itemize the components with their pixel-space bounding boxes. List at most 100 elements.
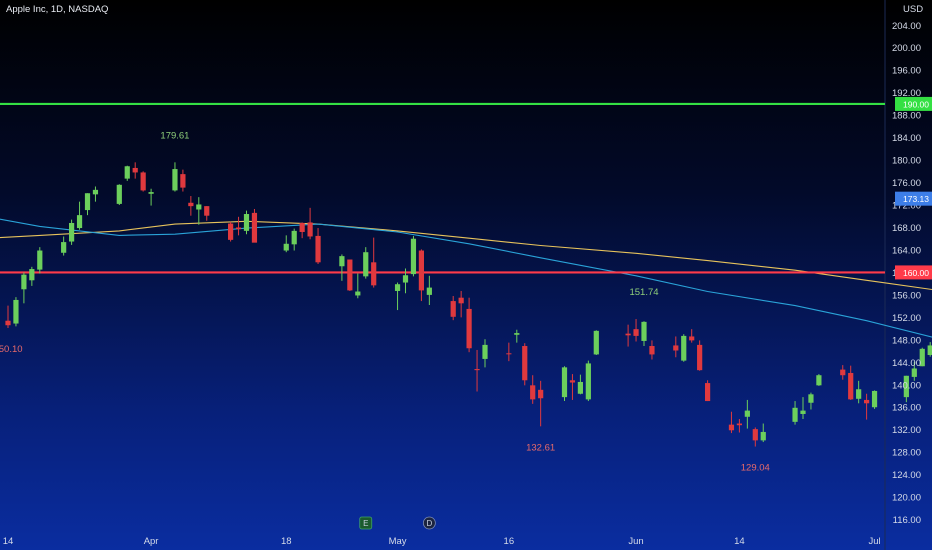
price-tick-label: 180.00 — [892, 156, 921, 167]
candle — [641, 321, 647, 347]
candle-body — [355, 291, 361, 296]
chart-title: Apple Inc, 1D, NASDAQ — [6, 4, 108, 15]
price-tick-label: 132.00 — [892, 425, 921, 436]
candle-body — [705, 383, 711, 402]
candle — [649, 340, 655, 360]
time-tick-label: Jun — [628, 536, 643, 547]
candle — [172, 162, 178, 192]
dividend-icon[interactable] — [422, 516, 436, 530]
candle — [29, 266, 35, 286]
candle-body — [148, 192, 154, 194]
candle — [689, 329, 695, 343]
candle — [577, 374, 583, 395]
price-tick-label: 156.00 — [892, 290, 921, 301]
candle-body — [283, 243, 289, 251]
candle — [339, 254, 345, 281]
annotation-low: 129.04 — [741, 462, 770, 473]
candle — [816, 374, 822, 386]
candle — [800, 397, 806, 420]
candle-body — [760, 431, 766, 441]
candle-body — [228, 223, 234, 240]
candle — [76, 201, 83, 230]
candle-body — [800, 410, 806, 414]
candle — [204, 206, 210, 221]
price-line-badge-160.00: 160.00 — [903, 268, 929, 278]
time-tick-label: Jul — [868, 536, 880, 547]
candle-body — [848, 372, 854, 400]
candle-body — [840, 369, 846, 376]
candle — [450, 296, 456, 321]
candle-body — [188, 202, 194, 207]
candle-body — [84, 193, 91, 211]
candle-body — [76, 215, 83, 229]
last-price-badge-bg[interactable] — [895, 191, 932, 206]
candle-body — [625, 333, 631, 336]
candle-body — [29, 269, 35, 281]
price-line-badge-190.00-bg[interactable] — [895, 96, 932, 111]
candle-body — [673, 345, 679, 351]
candle — [593, 330, 599, 355]
time-tick-label: 14 — [3, 536, 14, 547]
candle — [927, 342, 932, 357]
time-axis[interactable]: 14Apr18May16Jun14Jul18Aug15Sep19Oct — [3, 536, 932, 547]
candle — [61, 236, 67, 256]
candle-body — [291, 230, 297, 245]
event-markers[interactable]: EDED — [359, 516, 932, 530]
earnings-marker[interactable]: E — [359, 516, 373, 530]
candle — [760, 423, 766, 443]
candle — [13, 297, 19, 327]
candle-body — [69, 222, 75, 242]
dividend-marker[interactable]: D — [422, 516, 436, 530]
time-tick-label: 16 — [504, 536, 515, 547]
candle — [243, 210, 250, 235]
candle-body — [641, 321, 647, 341]
candle-body — [585, 363, 591, 400]
candle-body — [633, 329, 639, 336]
candle-body — [37, 250, 43, 270]
candle-body — [426, 287, 432, 295]
candle — [307, 207, 313, 240]
candle-body — [911, 368, 917, 377]
candle-body — [92, 189, 99, 195]
candle-body — [5, 320, 11, 326]
price-tick-label: 136.00 — [892, 403, 921, 414]
candle-body — [450, 301, 456, 317]
candle — [919, 347, 925, 367]
candle — [871, 390, 878, 409]
candle — [410, 235, 417, 277]
price-tick-label: 188.00 — [892, 111, 921, 122]
candle — [864, 393, 870, 420]
candle — [21, 272, 27, 304]
time-tick-label: 14 — [734, 536, 745, 547]
annotation-high: 179.61 — [160, 130, 189, 141]
price-tick-label: 152.00 — [892, 313, 921, 324]
candle-body — [561, 367, 568, 398]
time-tick-label: May — [389, 536, 407, 547]
candle — [402, 268, 409, 294]
price-tick-label: 140.00 — [892, 380, 921, 391]
candle-body — [235, 227, 242, 230]
candle-body — [394, 284, 401, 291]
candle-body — [13, 299, 19, 324]
candle-body — [21, 274, 27, 290]
candle-body — [649, 346, 655, 355]
currency-label: USD — [903, 4, 923, 15]
candle-body — [864, 399, 870, 404]
price-line-badge-160.00-bg[interactable] — [895, 265, 932, 280]
candle — [903, 375, 909, 403]
candle — [681, 334, 687, 362]
earnings-icon[interactable] — [359, 516, 373, 530]
candle-body — [339, 256, 345, 267]
candle-body — [474, 369, 480, 371]
candle-body — [522, 346, 528, 381]
candle-body — [871, 390, 878, 408]
candle-body — [697, 344, 703, 371]
candle — [148, 188, 154, 206]
candle — [458, 290, 464, 318]
price-axis[interactable]: 204.00 200.00 196.00 192.00 188.00 184.00 180.… — [892, 21, 932, 526]
candle-body — [402, 275, 409, 283]
candle — [633, 319, 639, 342]
candle — [911, 361, 917, 381]
